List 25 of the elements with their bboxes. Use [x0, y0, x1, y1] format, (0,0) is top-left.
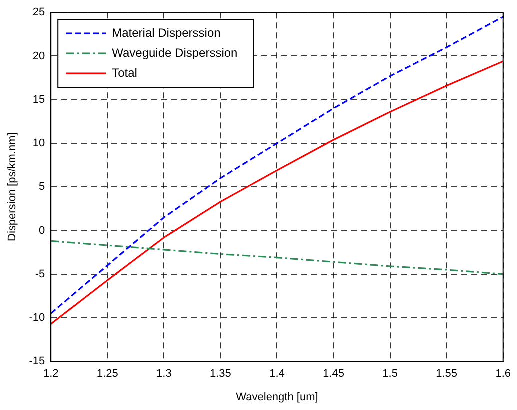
- y-tick-label: 20: [32, 50, 46, 62]
- y-axis-title: Dispersion [ps/km.nm]: [6, 132, 19, 242]
- x-tick-label: 1.5: [382, 368, 398, 380]
- x-tick-label: 1.25: [96, 368, 118, 380]
- legend-label: Material Disperssion: [112, 26, 221, 40]
- legend-label: Total: [112, 66, 138, 80]
- x-tick-label: 1.3: [156, 368, 172, 380]
- x-tick-label: 1.2: [43, 368, 59, 380]
- x-tick-label: 1.35: [210, 368, 232, 380]
- x-tick-label: 1.45: [323, 368, 344, 380]
- legend-label: Waveguide Disperssion: [112, 46, 238, 60]
- x-tick-label: 1.4: [270, 368, 285, 380]
- y-tick-label: 25: [32, 6, 46, 19]
- y-tick-label: 0: [38, 224, 46, 237]
- y-tick-label: 10: [32, 138, 46, 150]
- line-series: [51, 16, 504, 314]
- y-tick-label: -15: [29, 356, 46, 368]
- x-tick-label: 1.55: [436, 368, 458, 380]
- y-tick-label: -10: [29, 312, 46, 324]
- y-tick-label: 5: [38, 181, 46, 194]
- x-tick-label: 1.6: [496, 368, 512, 380]
- x-axis-title: Wavelength [um]: [236, 391, 318, 404]
- line-series: [51, 240, 504, 276]
- y-tick-label: 15: [32, 94, 46, 106]
- y-tick-label: -5: [35, 268, 46, 280]
